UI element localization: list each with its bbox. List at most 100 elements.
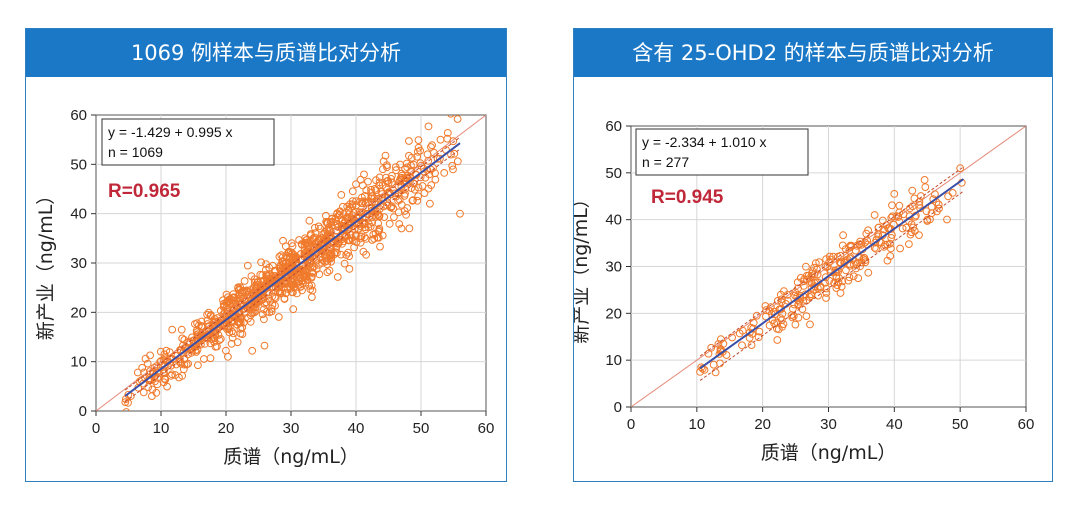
data-point: [810, 270, 819, 279]
data-point: [194, 337, 202, 346]
data-point: [287, 239, 296, 248]
data-point: [143, 359, 152, 368]
data-point: [350, 243, 359, 252]
data-point: [385, 219, 394, 228]
data-point: [834, 278, 843, 287]
data-point: [888, 212, 897, 221]
x-tick-label: 60: [478, 420, 495, 437]
data-point: [778, 309, 787, 318]
data-point: [194, 330, 202, 339]
data-point: [420, 189, 429, 197]
x-tick-label: 30: [820, 416, 837, 433]
data-point: [910, 227, 919, 235]
data-point: [144, 383, 153, 392]
data-point: [230, 304, 239, 313]
data-point: [159, 368, 168, 377]
y-tick-label: 20: [70, 304, 87, 321]
data-point: [788, 313, 797, 322]
data-point: [185, 337, 194, 346]
data-point: [449, 165, 457, 174]
data-point: [870, 211, 879, 219]
data-point: [364, 223, 373, 232]
data-point: [240, 307, 249, 316]
data-point: [362, 235, 370, 243]
data-point: [204, 308, 213, 317]
data-point: [197, 317, 206, 326]
data-point: [349, 208, 358, 217]
x-tick-label: 50: [952, 416, 969, 433]
data-point: [839, 231, 848, 240]
data-point: [380, 213, 389, 222]
y-axis-label: 新产业（ng/mL）: [574, 189, 592, 344]
data-point: [896, 244, 905, 253]
data-point: [886, 252, 895, 260]
data-point: [154, 366, 163, 375]
data-point: [159, 355, 168, 364]
data-point: [148, 392, 156, 401]
correlation-coefficient: R=0.965: [108, 181, 181, 202]
data-point: [375, 212, 384, 221]
data-point: [794, 313, 803, 322]
data-point: [139, 379, 147, 388]
data-point: [728, 333, 737, 342]
data-point: [413, 196, 422, 205]
data-point: [388, 171, 396, 180]
data-point: [815, 258, 824, 267]
data-point: [251, 299, 259, 308]
data-point: [856, 262, 865, 271]
data-point: [268, 261, 277, 270]
data-point: [265, 277, 274, 286]
data-point: [922, 207, 931, 216]
data-point: [344, 248, 353, 257]
data-point: [806, 320, 814, 329]
confidence-band-line: [699, 166, 964, 357]
data-point: [178, 371, 187, 380]
data-point: [849, 272, 858, 281]
data-point: [315, 270, 324, 279]
data-point: [754, 333, 763, 342]
data-point: [350, 218, 359, 227]
data-point: [431, 169, 439, 178]
chart-panel-2: 含有 25-OHD2 的样本与质谱比对分析 0 10 20 30 40 50 60 0 10 20…: [573, 28, 1053, 482]
data-point: [453, 157, 462, 166]
regression-line: [124, 142, 461, 397]
data-point: [872, 244, 881, 253]
data-point: [834, 265, 842, 274]
data-point: [325, 250, 334, 259]
data-point: [370, 234, 379, 243]
data-point: [280, 295, 289, 303]
data-point: [253, 278, 262, 287]
data-point: [864, 268, 873, 277]
data-point: [184, 350, 193, 359]
data-point: [414, 183, 423, 192]
data-point: [430, 148, 438, 157]
data-point: [276, 287, 285, 296]
data-point: [711, 368, 720, 377]
data-point: [323, 226, 331, 235]
data-point: [409, 196, 417, 205]
data-point: [333, 273, 342, 281]
data-point: [700, 366, 709, 374]
data-point: [717, 335, 725, 344]
data-point: [309, 269, 318, 278]
data-point: [211, 330, 220, 339]
data-point: [290, 264, 299, 273]
data-point: [356, 238, 365, 247]
data-point: [829, 252, 838, 261]
data-point: [853, 258, 862, 267]
data-point: [773, 296, 782, 305]
data-point: [894, 213, 903, 221]
data-point: [307, 281, 316, 290]
data-point: [312, 238, 321, 247]
scatter-plot: 0 10 20 30 40 50 60 0 10 20 30 40 50 60 质谱（ng/mL） 新产业（n…: [35, 107, 495, 468]
x-tick-label: 30: [283, 420, 300, 437]
y-tick-label: 60: [70, 107, 87, 124]
data-point: [247, 272, 256, 281]
data-point: [882, 221, 891, 230]
y-tick-label: 0: [79, 403, 87, 420]
data-point: [383, 201, 391, 210]
data-point: [436, 154, 444, 163]
y-tick-label: 30: [605, 259, 622, 276]
data-point: [755, 327, 764, 336]
data-point: [303, 247, 312, 256]
